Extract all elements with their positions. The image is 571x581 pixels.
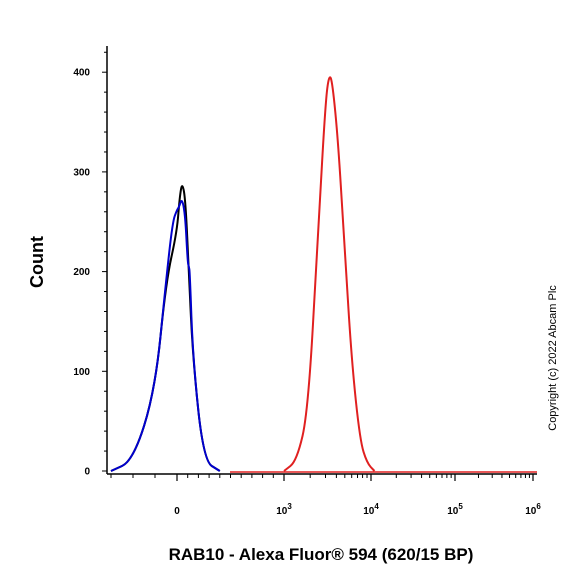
y-tick-label: 200 — [73, 267, 90, 278]
histogram-series — [110, 76, 537, 473]
y-axis-label: Count — [27, 236, 47, 288]
y-tick-label: 300 — [73, 167, 90, 178]
x-tick-label: 106 — [525, 502, 541, 517]
y-tick-label: 400 — [73, 68, 90, 79]
y-tick-label: 100 — [73, 367, 90, 378]
series-line-2 — [283, 76, 376, 472]
x-axis-ticks: 0 103 104 105 106 — [110, 474, 541, 517]
copyright-notice: Copyright (c) 2022 Abcam Plc — [547, 285, 559, 431]
x-tick-label: 103 — [276, 502, 292, 517]
x-axis-label: RAB10 - Alexa Fluor® 594 (620/15 BP) — [169, 545, 474, 564]
series-line-1 — [110, 200, 221, 472]
plot-axes — [106, 46, 537, 475]
y-tick-label: 0 — [84, 467, 90, 478]
y-axis-ticks: 0 100 200 300 400 — [73, 51, 107, 478]
series-line-0 — [110, 185, 221, 472]
x-tick-label: 104 — [363, 502, 379, 517]
x-tick-label: 105 — [447, 502, 463, 517]
x-tick-label: 0 — [174, 506, 180, 517]
